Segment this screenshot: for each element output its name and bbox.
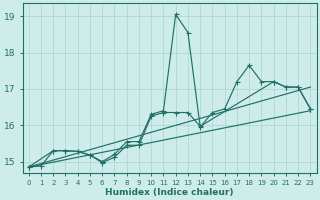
X-axis label: Humidex (Indice chaleur): Humidex (Indice chaleur) [105, 188, 234, 197]
